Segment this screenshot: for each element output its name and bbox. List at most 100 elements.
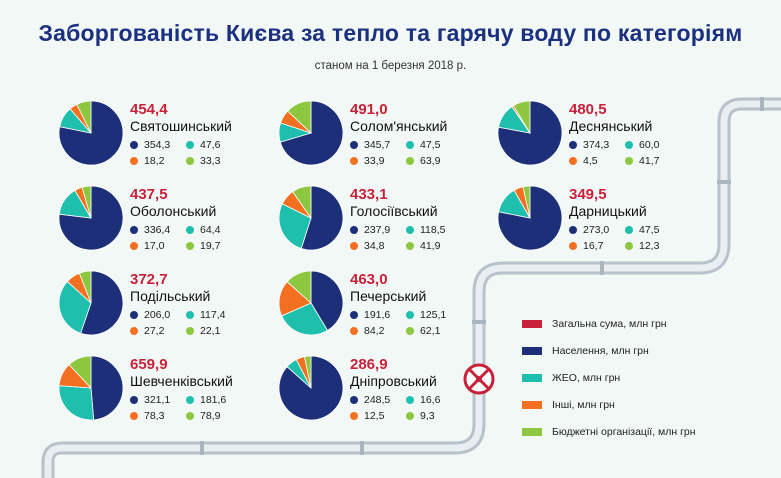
value-population: 336,4 <box>130 224 170 236</box>
population-dot-icon <box>350 311 358 319</box>
population-dot-icon <box>350 141 358 149</box>
value-budget: 62,1 <box>406 325 440 337</box>
pie-slice-budget <box>287 100 312 134</box>
value-other: 84,2 <box>350 325 384 337</box>
value-other: 12,5 <box>350 410 384 422</box>
other-dot-icon <box>130 242 138 250</box>
zheo-dot-icon <box>186 311 194 319</box>
other-dot-icon <box>130 412 138 420</box>
pie-slice-zheo <box>278 203 312 249</box>
value-population: 273,0 <box>569 224 609 236</box>
value-zheo: 47,5 <box>406 139 440 151</box>
legend-swatch <box>522 428 542 436</box>
pie-chart <box>58 185 124 251</box>
pie-slice-budget <box>81 185 92 219</box>
district-name: Дарницький <box>569 203 647 219</box>
district-name: Оболонський <box>130 203 217 219</box>
value-zheo: 60,0 <box>625 139 659 151</box>
pie-slice-zheo <box>58 280 92 334</box>
legend-label: Бюджетні організації, млн грн <box>552 426 696 438</box>
district-name: Печерський <box>350 288 427 304</box>
value-budget: 78,9 <box>186 410 220 422</box>
district-total: 454,4 <box>130 101 168 118</box>
population-dot-icon <box>569 226 577 234</box>
value-population: 354,3 <box>130 139 170 151</box>
district-card: 437,5 Оболонський 336,4 64,4 17,0 19,7 <box>58 185 258 265</box>
value-budget: 41,9 <box>406 240 440 252</box>
district-card: 372,7 Подільський 206,0 117,4 27,2 22,1 <box>58 270 258 350</box>
value-other: 27,2 <box>130 325 164 337</box>
legend-swatch <box>522 347 542 355</box>
value-budget: 33,3 <box>186 155 220 167</box>
value-other: 4,5 <box>569 155 598 167</box>
value-other: 18,2 <box>130 155 164 167</box>
value-budget: 41,7 <box>625 155 659 167</box>
zheo-dot-icon <box>625 226 633 234</box>
zheo-dot-icon <box>406 396 414 404</box>
zheo-dot-icon <box>186 396 194 404</box>
district-card: 349,5 Дарницький 273,0 47,5 16,7 12,3 <box>497 185 697 265</box>
population-dot-icon <box>130 396 138 404</box>
value-population: 374,3 <box>569 139 609 151</box>
value-population: 237,9 <box>350 224 390 236</box>
value-budget: 19,7 <box>186 240 220 252</box>
budget-dot-icon <box>406 327 414 335</box>
population-dot-icon <box>350 396 358 404</box>
district-card: 286,9 Дніпровський 248,5 16,6 12,5 9,3 <box>278 355 478 435</box>
district-card: 480,5 Деснянський 374,3 60,0 4,5 41,7 <box>497 100 697 180</box>
pie-chart <box>58 355 124 421</box>
pie-slice-population <box>58 185 124 251</box>
population-dot-icon <box>130 141 138 149</box>
value-other: 78,3 <box>130 410 164 422</box>
district-total: 659,9 <box>130 356 168 373</box>
pie-chart <box>497 185 563 251</box>
district-total: 286,9 <box>350 356 388 373</box>
population-dot-icon <box>130 226 138 234</box>
pie-chart <box>497 100 563 166</box>
value-zheo: 125,1 <box>406 309 446 321</box>
district-name: Святошинський <box>130 118 232 134</box>
page-subtitle: станом на 1 березня 2018 р. <box>314 60 467 72</box>
district-total: 349,5 <box>569 186 607 203</box>
budget-dot-icon <box>625 242 633 250</box>
other-dot-icon <box>350 327 358 335</box>
pie-slice-zheo <box>58 385 95 421</box>
value-other: 34,8 <box>350 240 384 252</box>
population-dot-icon <box>569 141 577 149</box>
budget-dot-icon <box>186 157 194 165</box>
value-other: 16,7 <box>569 240 603 252</box>
legend-swatch <box>522 320 542 328</box>
other-dot-icon <box>569 242 577 250</box>
budget-dot-icon <box>406 412 414 420</box>
legend-label: Інші, млн грн <box>552 399 615 411</box>
district-total: 372,7 <box>130 271 168 288</box>
value-budget: 9,3 <box>406 410 435 422</box>
pie-slice-budget <box>304 355 312 389</box>
other-dot-icon <box>130 157 138 165</box>
pie-slice-budget <box>78 270 92 304</box>
district-total: 463,0 <box>350 271 388 288</box>
value-zheo: 47,6 <box>186 139 220 151</box>
value-population: 248,5 <box>350 394 390 406</box>
value-budget: 12,3 <box>625 240 659 252</box>
value-budget: 22,1 <box>186 325 220 337</box>
zheo-dot-icon <box>406 311 414 319</box>
district-name: Шевченківський <box>130 373 233 389</box>
pie-slice-population <box>300 185 344 251</box>
budget-dot-icon <box>186 242 194 250</box>
population-dot-icon <box>350 226 358 234</box>
pie-slice-budget <box>522 185 531 219</box>
pie-slice-budget <box>76 100 92 134</box>
pie-slice-budget <box>512 100 531 135</box>
other-dot-icon <box>350 157 358 165</box>
legend-label: Населення, млн грн <box>552 345 649 357</box>
other-dot-icon <box>130 327 138 335</box>
district-name: Деснянський <box>569 118 653 134</box>
district-card: 491,0 Солом'янський 345,7 47,5 33,9 63,9 <box>278 100 478 180</box>
other-dot-icon <box>350 412 358 420</box>
budget-dot-icon <box>186 412 194 420</box>
value-zheo: 181,6 <box>186 394 226 406</box>
pie-chart <box>278 100 344 166</box>
zheo-dot-icon <box>406 141 414 149</box>
value-zheo: 64,4 <box>186 224 220 236</box>
